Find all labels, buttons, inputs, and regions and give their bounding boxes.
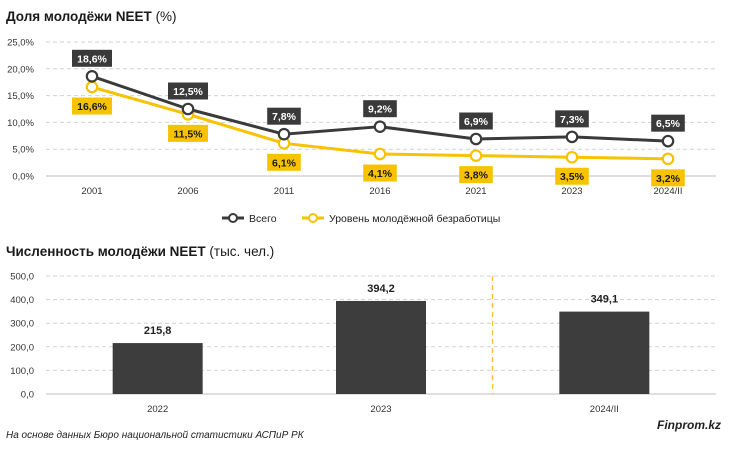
y-tick-label: 20,0% [7,64,34,75]
data-label-total-box [363,100,397,118]
data-point-unemployment [373,147,387,161]
data-point-total [181,102,195,116]
data-label-total: 18,6% [77,53,107,65]
legend-label-total: Всего [249,213,277,225]
x-tick-label: 2006 [177,186,198,197]
data-label-total-box [267,107,301,125]
data-point-unemployment [661,152,675,166]
y-tick-label: 0,0 [21,390,34,401]
data-label-unemployment-box [267,153,301,171]
data-label-unemployment: 11,5% [173,128,203,140]
bar [559,311,650,394]
data-label-unemployment-box [72,97,112,115]
bar-value-label: 349,1 [591,294,619,306]
y-tick-label: 25,0% [7,38,34,49]
data-point-total [661,134,675,148]
data-label-unemployment-box [651,169,685,187]
data-point-total [277,127,291,141]
data-label-total: 7,8% [272,111,297,123]
data-label-unemployment-box [363,164,397,182]
data-label-total-box [459,112,493,130]
data-point-unemployment [469,149,483,162]
y-tick-label: 0,0% [12,172,34,183]
data-label-unemployment-box [459,166,493,184]
bar [112,343,203,394]
data-label-unemployment-box [168,124,208,142]
data-label-total: 6,5% [656,118,681,130]
data-label-unemployment: 16,6% [77,101,107,113]
y-tick-label: 400,0 [10,295,34,306]
line-chart-title: Доля молодёжи NEET (%) [6,9,177,24]
x-tick-label: 2024/II [590,404,619,415]
data-label-unemployment: 4,1% [368,168,393,180]
data-point-total [469,132,483,146]
y-tick-label: 500,0 [10,272,34,283]
y-tick-label: 5,0% [12,145,34,156]
x-tick-label: 2024/II [653,186,682,197]
data-point-unemployment [565,150,579,164]
data-label-unemployment-box [555,167,589,185]
data-label-total-box [72,49,112,67]
data-label-unemployment: 3,2% [656,173,681,185]
y-tick-label: 200,0 [10,342,34,353]
bar-chart-title: Численность молодёжи NEET (тыс. чел.) [6,244,275,259]
bar-value-label: 215,8 [144,325,172,337]
legend-marker-unemployment [308,213,318,223]
x-tick-label: 2023 [370,404,391,415]
data-label-total: 9,2% [368,104,393,116]
y-tick-label: 15,0% [7,91,34,102]
x-tick-label: 2011 [274,186,294,197]
x-tick-label: 2022 [147,404,168,415]
data-label-total-box [651,114,685,132]
data-label-total-box [555,110,589,128]
data-label-total: 12,5% [173,86,203,98]
data-label-total: 6,9% [464,116,489,128]
source-note: На основе данных Бюро национальной стати… [6,430,304,441]
x-tick-label: 2016 [369,186,390,197]
data-point-total [85,70,99,83]
data-label-total-box [168,82,208,100]
data-point-total [373,120,387,133]
data-label-unemployment: 3,8% [464,170,489,182]
bar [336,300,426,394]
bar-value-label: 394,2 [367,283,395,295]
legend-marker-total [228,213,238,223]
data-label-unemployment: 6,1% [272,157,297,169]
x-tick-label: 2001 [81,186,102,197]
brand-logo: Finprom.kz [657,418,722,432]
y-tick-label: 100,0 [10,366,34,377]
y-tick-label: 300,0 [10,319,34,330]
x-tick-label: 2023 [561,186,582,197]
data-point-unemployment [85,80,99,94]
data-label-total: 7,3% [560,114,585,126]
data-point-total [565,130,579,144]
legend-label-unemployment: Уровень молодёжной безработицы [329,213,500,225]
y-tick-label: 10,0% [7,118,34,129]
x-tick-label: 2021 [465,186,486,197]
data-label-unemployment: 3,5% [560,171,585,183]
